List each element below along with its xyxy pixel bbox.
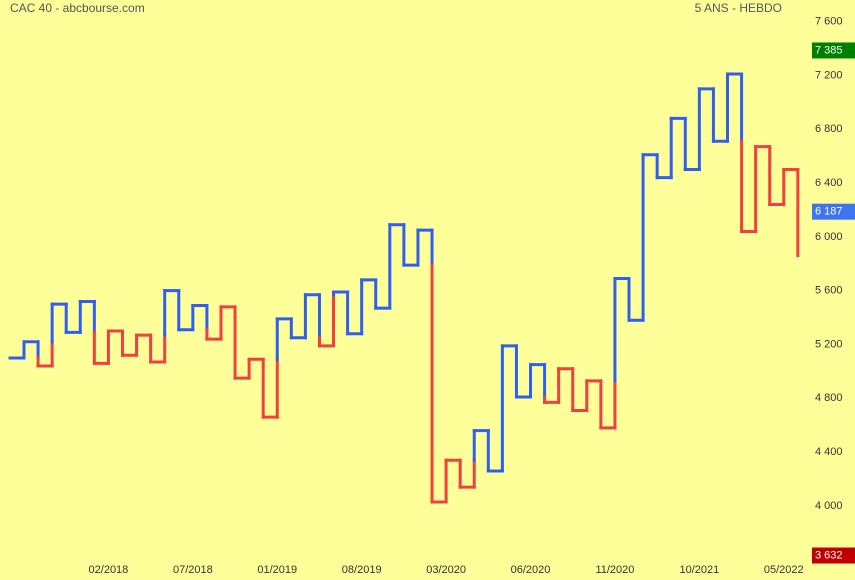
y-tick-label: 7 600	[815, 15, 843, 27]
y-tick-label: 7 200	[815, 69, 843, 81]
price-marker-label: 6 187	[815, 206, 843, 218]
x-tick-label: 10/2021	[679, 564, 719, 576]
y-tick-label: 6 800	[815, 123, 843, 135]
chart-subtitle: 5 ANS - HEBDO	[695, 1, 782, 15]
y-tick-label: 6 000	[815, 231, 843, 243]
x-tick-label: 05/2022	[764, 564, 804, 576]
x-tick-label: 03/2020	[426, 564, 466, 576]
chart-title: CAC 40 - abcbourse.com	[10, 1, 145, 15]
y-tick-label: 5 600	[815, 285, 843, 297]
x-tick-label: 06/2020	[511, 564, 551, 576]
y-tick-label: 5 200	[815, 338, 843, 350]
x-tick-label: 11/2020	[595, 564, 634, 576]
y-tick-label: 4 000	[815, 500, 843, 512]
x-tick-label: 07/2018	[173, 564, 213, 576]
y-tick-label: 4 400	[815, 446, 843, 458]
price-marker-label: 3 632	[815, 549, 843, 561]
price-marker	[812, 42, 855, 59]
x-tick-label: 01/2019	[257, 564, 297, 576]
x-tick-label: 02/2018	[89, 564, 129, 576]
x-tick-label: 08/2019	[342, 564, 382, 576]
y-tick-label: 4 800	[815, 392, 843, 404]
y-tick-label: 6 400	[815, 177, 843, 189]
price-marker	[812, 203, 855, 220]
price-marker	[812, 547, 855, 564]
price-marker-label: 7 385	[815, 44, 843, 56]
